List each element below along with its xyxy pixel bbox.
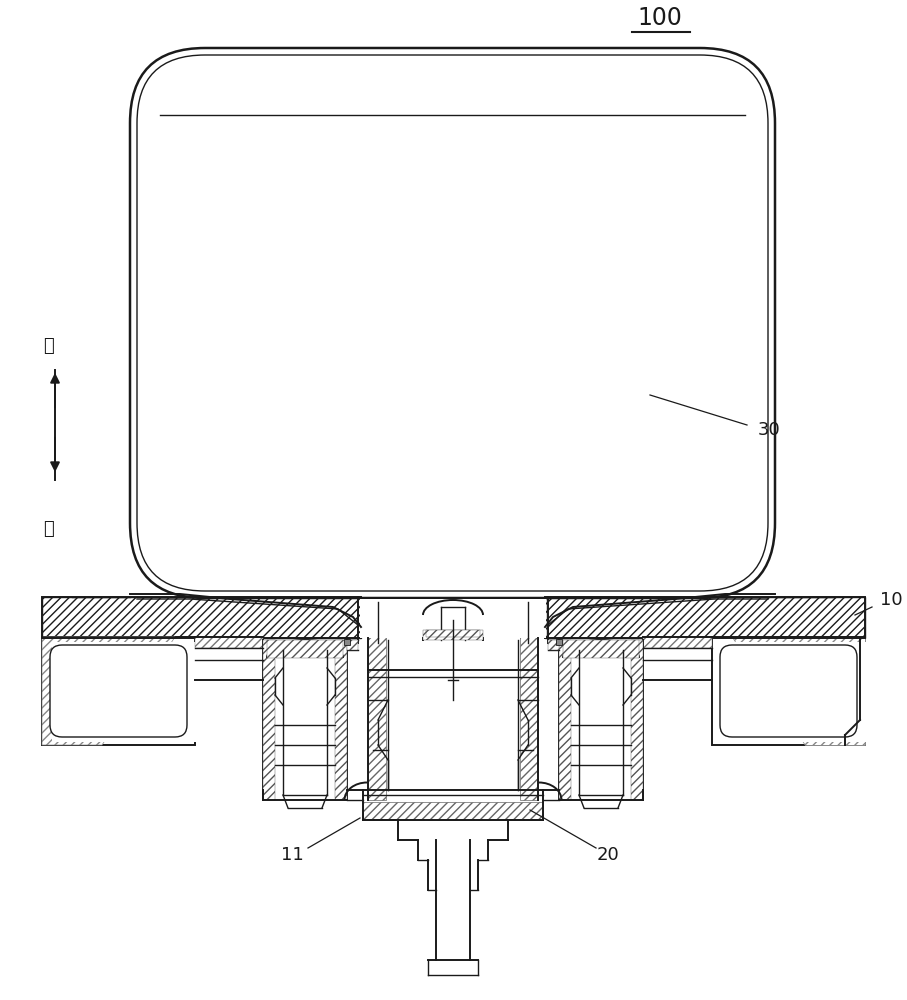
Bar [556,639,562,645]
Bar [643,637,712,648]
Bar [267,640,343,658]
Bar [52,642,197,742]
Bar [335,640,347,800]
Text: 10: 10 [880,591,902,609]
Text: 11: 11 [280,846,303,864]
Bar [426,630,480,637]
Polygon shape [42,597,361,638]
Bar [368,630,386,800]
Polygon shape [545,597,865,638]
FancyBboxPatch shape [50,645,187,737]
Polygon shape [732,637,865,745]
Bar [344,639,350,645]
Bar [363,802,543,820]
Polygon shape [42,637,175,745]
Bar [389,635,517,790]
Text: 20: 20 [597,846,619,864]
Bar [572,641,630,799]
FancyBboxPatch shape [130,48,775,598]
Bar [360,599,546,638]
Bar [347,640,358,650]
FancyBboxPatch shape [720,645,857,737]
Bar [520,630,538,800]
Polygon shape [42,637,195,745]
Bar [548,640,559,650]
Text: 30: 30 [758,421,781,439]
Bar [44,639,193,743]
Bar [276,641,334,799]
Polygon shape [712,637,865,745]
Text: 上: 上 [43,337,54,355]
Bar [195,637,263,648]
Bar [631,640,643,800]
Bar [559,640,571,800]
Text: 100: 100 [638,6,682,30]
Bar [563,640,639,658]
Bar [423,630,483,640]
Text: 下: 下 [43,520,54,538]
Bar [722,642,867,742]
Bar [263,640,275,800]
